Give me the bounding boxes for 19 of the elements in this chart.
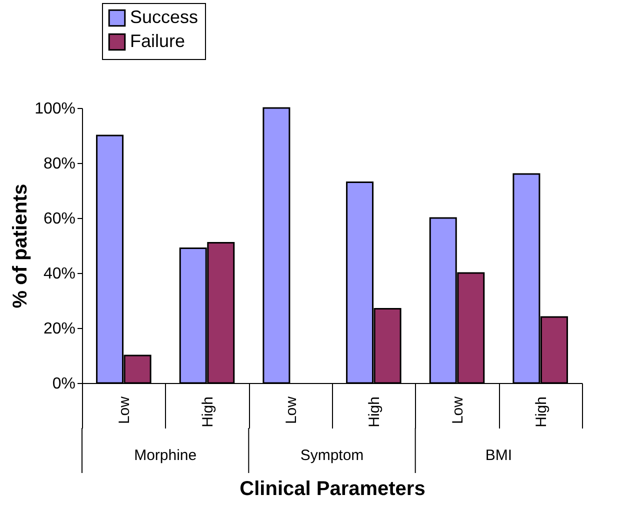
text: Symptom xyxy=(300,447,364,464)
text: BMI xyxy=(485,447,512,464)
y-axis-title: % of patients xyxy=(10,184,32,308)
y-tick-label: 100% xyxy=(34,100,76,118)
x-tick-label: Low xyxy=(282,396,300,424)
x-tick-label: High xyxy=(366,396,384,428)
legend-label: Success xyxy=(130,7,198,27)
x-tick-label: High xyxy=(200,396,216,428)
y-tick-label: 0% xyxy=(52,376,76,392)
y-tick-label: 20% xyxy=(43,320,76,338)
x-axis-title: Clinical Parameters xyxy=(240,478,426,500)
text: Morphine xyxy=(134,447,197,464)
y-tick-label: 40% xyxy=(43,266,76,282)
x-tick-label: High xyxy=(532,396,550,428)
y-tick-label: 60% xyxy=(43,210,76,228)
x-tick-label: Low xyxy=(450,396,466,424)
x-tick-label: Low xyxy=(116,396,134,424)
legend-label: Failure xyxy=(130,31,186,51)
y-tick-label: 80% xyxy=(43,156,76,172)
